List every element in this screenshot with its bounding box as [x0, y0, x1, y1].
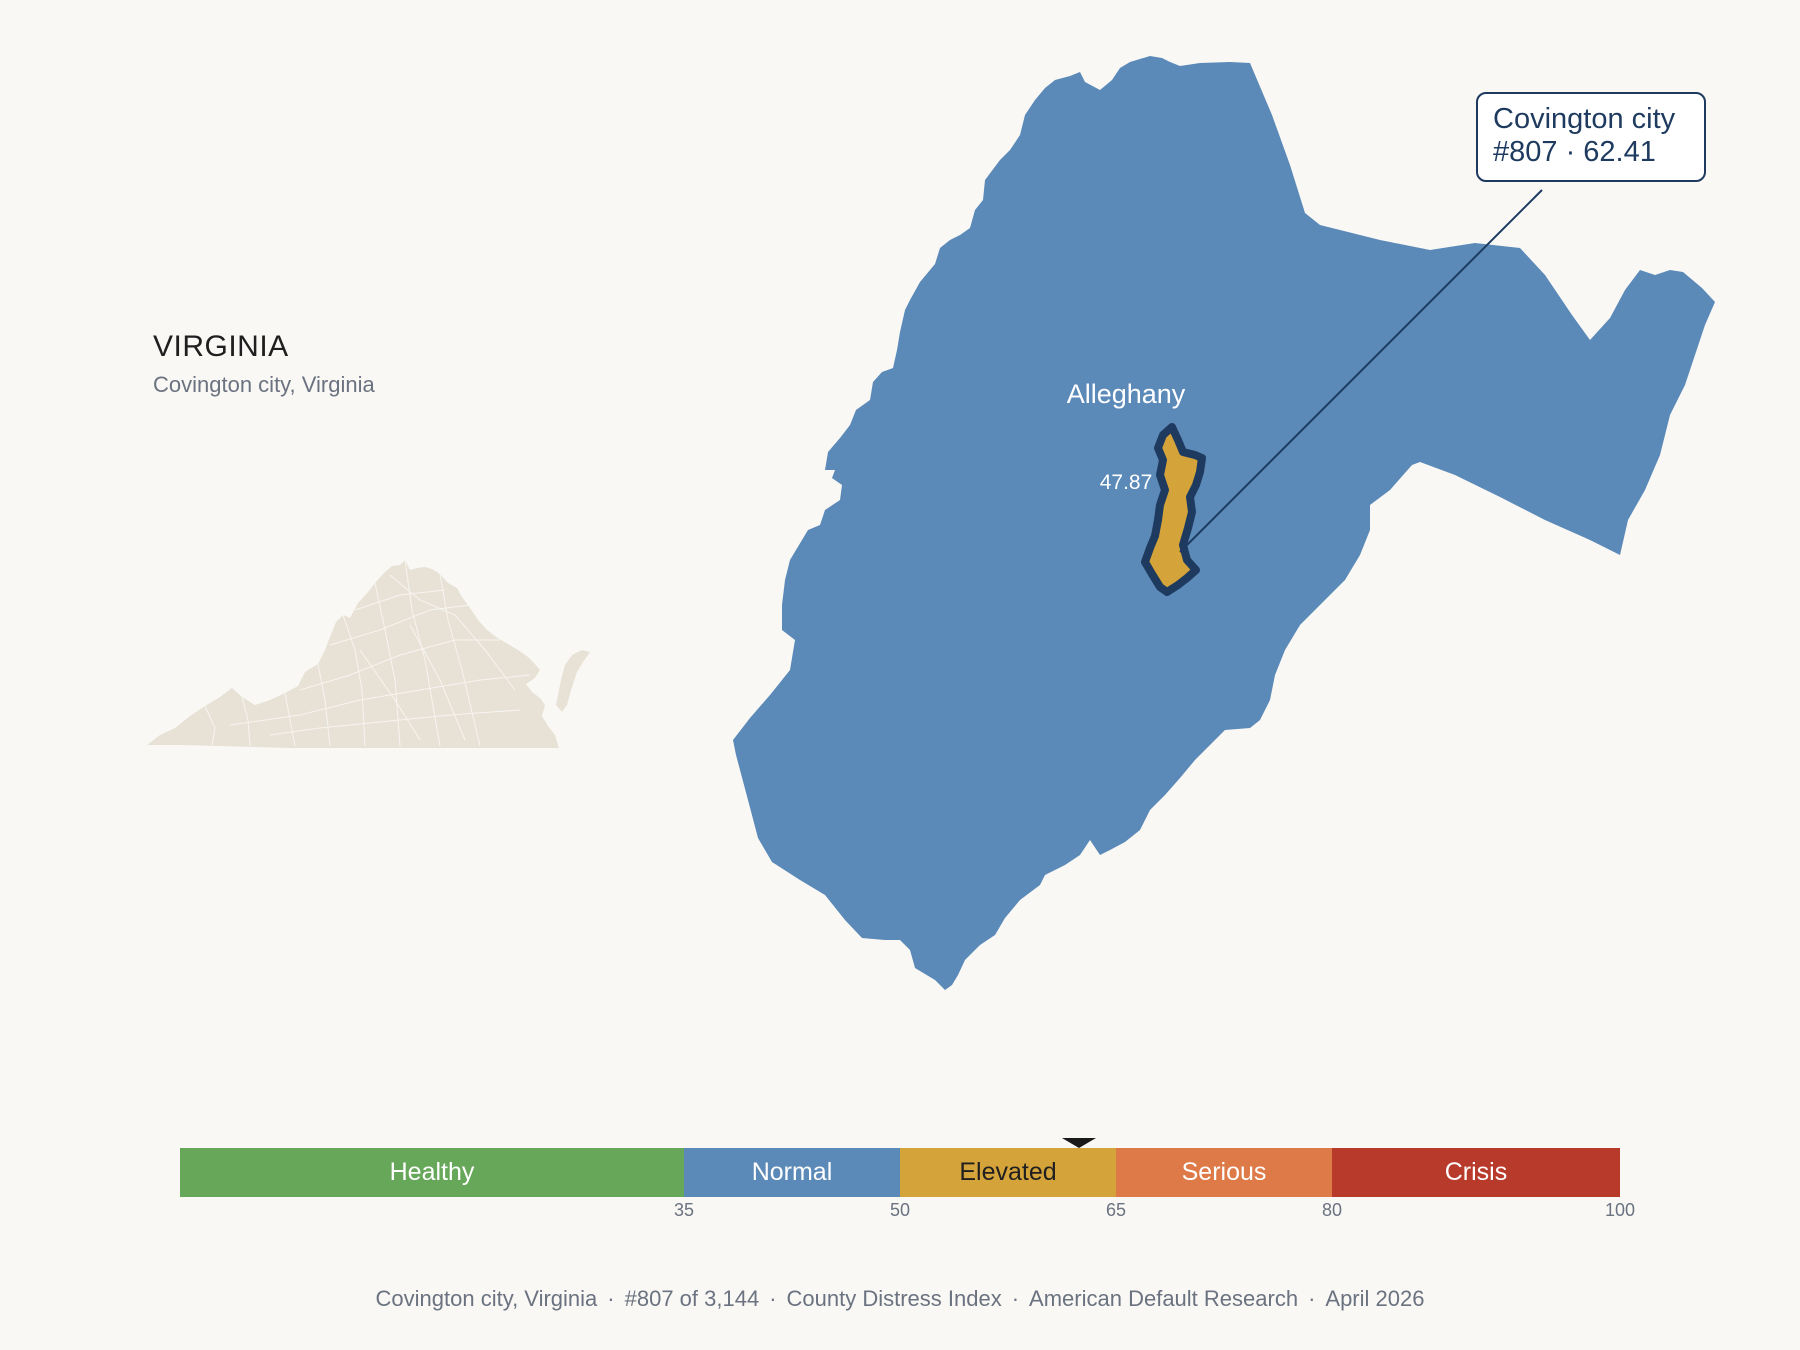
legend-label-normal: Normal — [751, 1158, 833, 1186]
legend-label-serious: Serious — [1181, 1158, 1267, 1186]
alleghany-value: 47.87 — [1100, 471, 1153, 494]
score-marker — [1061, 1138, 1096, 1148]
legend-segment-healthy: Healthy — [180, 1148, 684, 1197]
footer-separator: · — [1308, 1286, 1316, 1311]
legend-label-healthy: Healthy — [389, 1158, 475, 1186]
footer-source: American Default Research — [1029, 1286, 1299, 1311]
footer-separator: · — [769, 1286, 777, 1311]
footer-index-name: County Distress Index — [786, 1286, 1002, 1311]
legend-tick-100: 100 — [1604, 1200, 1636, 1220]
virginia-county-lines — [204, 559, 531, 747]
footer-separator: · — [607, 1286, 615, 1311]
covington-city-shape[interactable] — [1141, 423, 1206, 596]
legend-tick-65: 65 — [1105, 1200, 1127, 1220]
footer-separator: · — [1011, 1286, 1020, 1311]
legend-segment-elevated: Elevated — [900, 1148, 1116, 1197]
legend-segment-serious: Serious — [1116, 1148, 1332, 1197]
alleghany-county-shape[interactable] — [733, 56, 1715, 990]
state-subtitle: Covington city, Virginia — [153, 372, 375, 397]
covington-callout[interactable]: Covington city #807 · 62.41 — [1476, 92, 1706, 182]
legend-tick-80: 80 — [1321, 1200, 1343, 1220]
legend-tick-35: 35 — [673, 1200, 695, 1220]
distress-scale-legend: Healthy Normal Elevated Serious Crisis — [180, 1148, 1620, 1197]
legend-label-crisis: Crisis — [1444, 1158, 1508, 1186]
footer-rank: #807 of 3,144 — [624, 1286, 760, 1311]
footer-date: April 2026 — [1325, 1286, 1425, 1311]
virginia-inset-map — [147, 559, 590, 748]
callout-name: Covington city — [1493, 103, 1676, 135]
legend-segment-normal: Normal — [684, 1148, 900, 1197]
alleghany-label: Alleghany — [1067, 379, 1186, 409]
state-title: VIRGINIA — [153, 330, 289, 363]
legend-tick-50: 50 — [889, 1200, 911, 1220]
callout-rank-score: #807 · 62.41 — [1493, 136, 1656, 168]
virginia-state-shape — [147, 560, 590, 748]
legend-segment-crisis: Crisis — [1332, 1148, 1620, 1197]
footer-credits: Covington city, Virginia · #807 of 3,144 · C… — [0, 1286, 1800, 1312]
legend-label-elevated: Elevated — [959, 1158, 1057, 1186]
footer-place: Covington city, Virginia — [375, 1286, 598, 1311]
callout-leader-line — [1179, 189, 1543, 553]
